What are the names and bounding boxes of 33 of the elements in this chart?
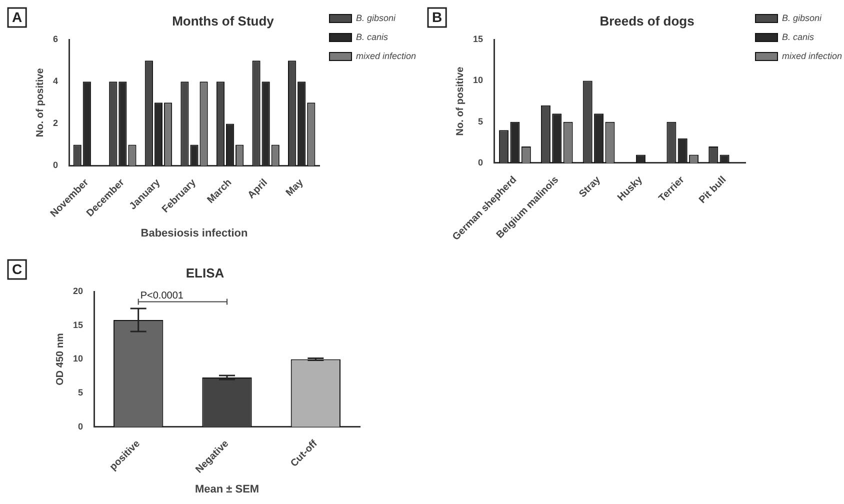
x-tick-label: May bbox=[284, 176, 306, 199]
y-tick-label: 0 bbox=[52, 160, 58, 170]
legend-label: B. canis bbox=[782, 32, 815, 42]
legend-label: B. gibsoni bbox=[356, 13, 397, 23]
chart-title: Months of Study bbox=[172, 13, 275, 28]
chart-title: Breeds of dogs bbox=[600, 13, 694, 28]
legend-label: B. gibsoni bbox=[782, 13, 823, 23]
y-tick-label: 6 bbox=[52, 34, 58, 44]
y-axis-title: OD 450 nm bbox=[54, 332, 66, 386]
legend-label: mixed infection bbox=[782, 51, 842, 61]
text: C bbox=[12, 261, 22, 277]
x-axis-title: Babesiosis infection bbox=[140, 227, 248, 240]
y-tick-label: 15 bbox=[72, 320, 84, 330]
y-tick-label: 4 bbox=[52, 76, 58, 86]
y-tick-label: 15 bbox=[472, 34, 484, 44]
x-tick-label: Pit bull bbox=[697, 174, 729, 206]
x-axis-title: Mean ± SEM bbox=[194, 483, 260, 496]
y-tick-label: 5 bbox=[478, 116, 484, 126]
text: B bbox=[432, 9, 442, 25]
text: A bbox=[12, 9, 22, 25]
y-tick-label: 10 bbox=[72, 354, 84, 364]
y-tick-label: 20 bbox=[72, 286, 84, 296]
y-tick-label: 10 bbox=[472, 75, 484, 86]
legend-label: mixed infection bbox=[356, 51, 416, 61]
y-tick-label: 2 bbox=[52, 118, 58, 128]
y-axis-title: No. of positive bbox=[34, 68, 46, 138]
y-tick-label: 0 bbox=[478, 157, 484, 168]
y-axis-title: No. of positive bbox=[454, 66, 466, 136]
annotation: P<0.0001 bbox=[140, 290, 184, 302]
y-tick-label: 5 bbox=[78, 388, 84, 398]
chart-title: ELISA bbox=[186, 265, 225, 280]
y-tick-label: 0 bbox=[78, 421, 84, 432]
legend-label: B. canis bbox=[356, 32, 389, 42]
